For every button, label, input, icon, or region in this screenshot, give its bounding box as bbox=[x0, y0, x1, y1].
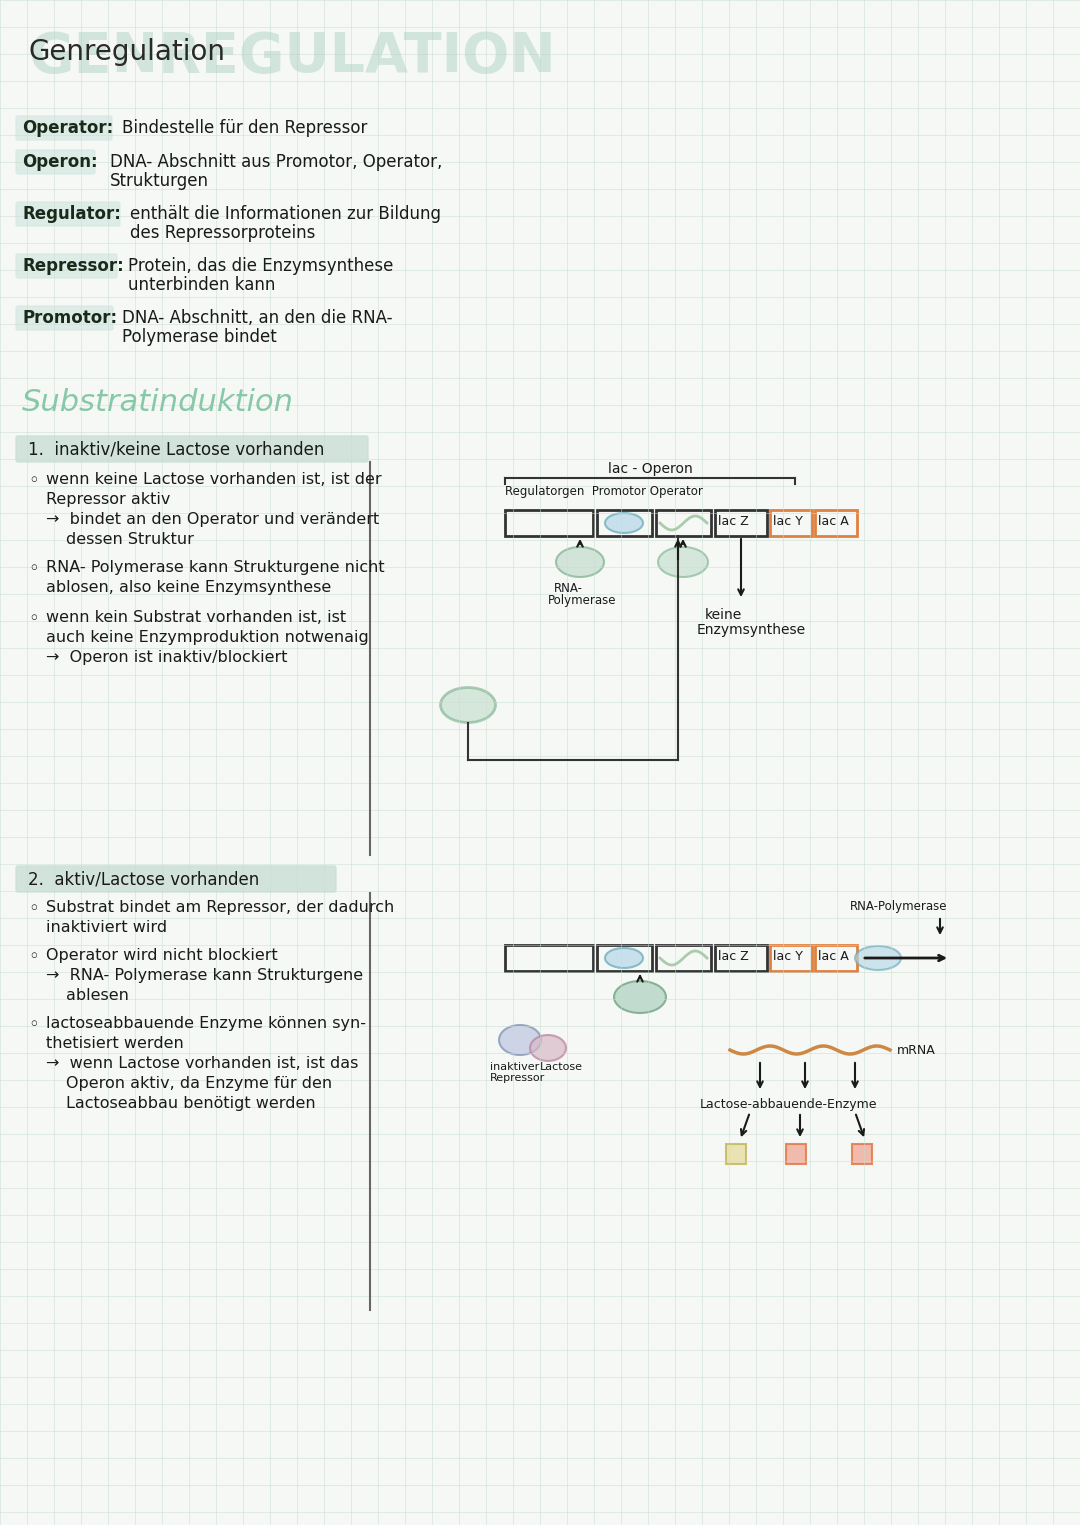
Ellipse shape bbox=[855, 946, 901, 970]
Text: Polymerase: Polymerase bbox=[548, 595, 617, 607]
Bar bbox=[715, 946, 767, 971]
Text: Lactose-abbauende-Enzyme: Lactose-abbauende-Enzyme bbox=[700, 1098, 877, 1112]
Text: DNA- Abschnitt aus Promotor, Operator,: DNA- Abschnitt aus Promotor, Operator, bbox=[110, 152, 443, 171]
Text: ◦: ◦ bbox=[28, 900, 39, 918]
Ellipse shape bbox=[441, 688, 496, 723]
Text: Lactose: Lactose bbox=[540, 1061, 583, 1072]
Bar bbox=[597, 509, 652, 535]
Text: Protein, das die Enzymsynthese: Protein, das die Enzymsynthese bbox=[129, 258, 393, 274]
Text: ◦: ◦ bbox=[28, 610, 39, 628]
FancyBboxPatch shape bbox=[16, 307, 113, 329]
Text: ◦: ◦ bbox=[28, 949, 39, 965]
Ellipse shape bbox=[530, 1035, 566, 1061]
Text: enthält die Informationen zur Bildung: enthält die Informationen zur Bildung bbox=[130, 204, 441, 223]
Text: RNA- Polymerase kann Strukturgene nicht: RNA- Polymerase kann Strukturgene nicht bbox=[46, 560, 384, 575]
Text: →  RNA- Polymerase kann Strukturgene: → RNA- Polymerase kann Strukturgene bbox=[46, 968, 363, 984]
Text: des Repressorproteins: des Repressorproteins bbox=[130, 224, 315, 242]
Text: dessen Struktur: dessen Struktur bbox=[66, 532, 194, 547]
Text: 1.  inaktiv/keine Lactose vorhanden: 1. inaktiv/keine Lactose vorhanden bbox=[28, 441, 324, 458]
Text: Genregulation: Genregulation bbox=[28, 38, 225, 66]
Text: Repressor: Repressor bbox=[490, 1074, 545, 1083]
Text: Bindestelle für den Repressor: Bindestelle für den Repressor bbox=[122, 119, 367, 137]
Text: Operon:: Operon: bbox=[22, 152, 97, 171]
Text: Repressor:: Repressor: bbox=[22, 258, 124, 274]
Text: Polymerase bindet: Polymerase bindet bbox=[122, 328, 276, 346]
FancyBboxPatch shape bbox=[16, 116, 112, 140]
Text: Promotor:: Promotor: bbox=[22, 310, 117, 326]
FancyBboxPatch shape bbox=[16, 255, 117, 278]
Text: 2.  aktiv/Lactose vorhanden: 2. aktiv/Lactose vorhanden bbox=[28, 869, 259, 888]
Ellipse shape bbox=[605, 949, 643, 968]
Text: ablosen, also keine Enzymsynthese: ablosen, also keine Enzymsynthese bbox=[46, 580, 332, 595]
FancyBboxPatch shape bbox=[16, 866, 336, 892]
Text: ◦: ◦ bbox=[28, 560, 39, 578]
Text: lac A: lac A bbox=[818, 950, 849, 962]
Ellipse shape bbox=[605, 512, 643, 534]
Text: Lactoseabbau benötigt werden: Lactoseabbau benötigt werden bbox=[66, 1096, 315, 1112]
Text: lac Z: lac Z bbox=[718, 515, 748, 528]
Text: DNA- Abschnitt, an den die RNA-: DNA- Abschnitt, an den die RNA- bbox=[122, 310, 392, 326]
Text: Repressor aktiv: Repressor aktiv bbox=[46, 493, 171, 506]
Bar bbox=[597, 946, 652, 971]
Ellipse shape bbox=[499, 1025, 541, 1055]
Ellipse shape bbox=[556, 547, 604, 576]
Text: ablesen: ablesen bbox=[66, 988, 129, 1003]
Text: Enzymsynthese: Enzymsynthese bbox=[697, 624, 806, 637]
Text: Regulator:: Regulator: bbox=[22, 204, 121, 223]
Bar bbox=[770, 509, 812, 535]
Text: wenn keine Lactose vorhanden ist, ist der: wenn keine Lactose vorhanden ist, ist de… bbox=[46, 473, 381, 486]
Text: Regulatorgen  Promotor Operator: Regulatorgen Promotor Operator bbox=[505, 485, 703, 499]
Text: →  Operon ist inaktiv/blockiert: → Operon ist inaktiv/blockiert bbox=[46, 650, 287, 665]
Text: keine: keine bbox=[705, 608, 742, 622]
Text: mRNA: mRNA bbox=[897, 1045, 935, 1057]
Bar bbox=[656, 509, 711, 535]
Text: Operator:: Operator: bbox=[22, 119, 113, 137]
Text: Operator wird nicht blockiert: Operator wird nicht blockiert bbox=[46, 949, 278, 962]
FancyBboxPatch shape bbox=[16, 149, 95, 174]
Text: RNA-Polymerase: RNA-Polymerase bbox=[850, 900, 947, 913]
Text: lac - Operon: lac - Operon bbox=[608, 462, 692, 476]
Text: lac Y: lac Y bbox=[773, 515, 802, 528]
Bar bbox=[505, 509, 593, 535]
Text: Substrat bindet am Repressor, der dadurch: Substrat bindet am Repressor, der dadurc… bbox=[46, 900, 394, 915]
FancyBboxPatch shape bbox=[16, 436, 368, 462]
Text: GENREGULATION: GENREGULATION bbox=[28, 30, 556, 84]
FancyBboxPatch shape bbox=[16, 201, 120, 226]
Text: ◦: ◦ bbox=[28, 473, 39, 490]
Text: →  bindet an den Operator und verändert: → bindet an den Operator und verändert bbox=[46, 512, 379, 528]
Bar bbox=[656, 946, 711, 971]
Bar bbox=[815, 946, 858, 971]
Bar bbox=[715, 509, 767, 535]
Text: lac Z: lac Z bbox=[718, 950, 748, 962]
Text: auch keine Enzymproduktion notwenaig: auch keine Enzymproduktion notwenaig bbox=[46, 630, 368, 645]
Ellipse shape bbox=[615, 981, 666, 1013]
Text: wenn kein Substrat vorhanden ist, ist: wenn kein Substrat vorhanden ist, ist bbox=[46, 610, 346, 625]
Text: unterbinden kann: unterbinden kann bbox=[129, 276, 275, 294]
Text: Operon aktiv, da Enzyme für den: Operon aktiv, da Enzyme für den bbox=[66, 1077, 333, 1090]
Text: Strukturgen: Strukturgen bbox=[110, 172, 210, 191]
Text: inaktiver: inaktiver bbox=[490, 1061, 539, 1072]
Bar bbox=[726, 1144, 746, 1164]
Text: RNA-: RNA- bbox=[554, 583, 583, 595]
Text: lac Y: lac Y bbox=[773, 950, 802, 962]
Bar bbox=[786, 1144, 806, 1164]
Bar bbox=[815, 509, 858, 535]
Text: →  wenn Lactose vorhanden ist, ist das: → wenn Lactose vorhanden ist, ist das bbox=[46, 1055, 359, 1071]
Text: lactoseabbauende Enzyme können syn-: lactoseabbauende Enzyme können syn- bbox=[46, 1016, 366, 1031]
Ellipse shape bbox=[658, 547, 708, 576]
Text: Substratinduktion: Substratinduktion bbox=[22, 387, 294, 416]
Text: thetisiert werden: thetisiert werden bbox=[46, 1035, 184, 1051]
Bar bbox=[770, 946, 812, 971]
Text: inaktiviert wird: inaktiviert wird bbox=[46, 920, 167, 935]
Bar bbox=[505, 946, 593, 971]
Text: lac A: lac A bbox=[818, 515, 849, 528]
Bar bbox=[852, 1144, 872, 1164]
Text: ◦: ◦ bbox=[28, 1016, 39, 1034]
